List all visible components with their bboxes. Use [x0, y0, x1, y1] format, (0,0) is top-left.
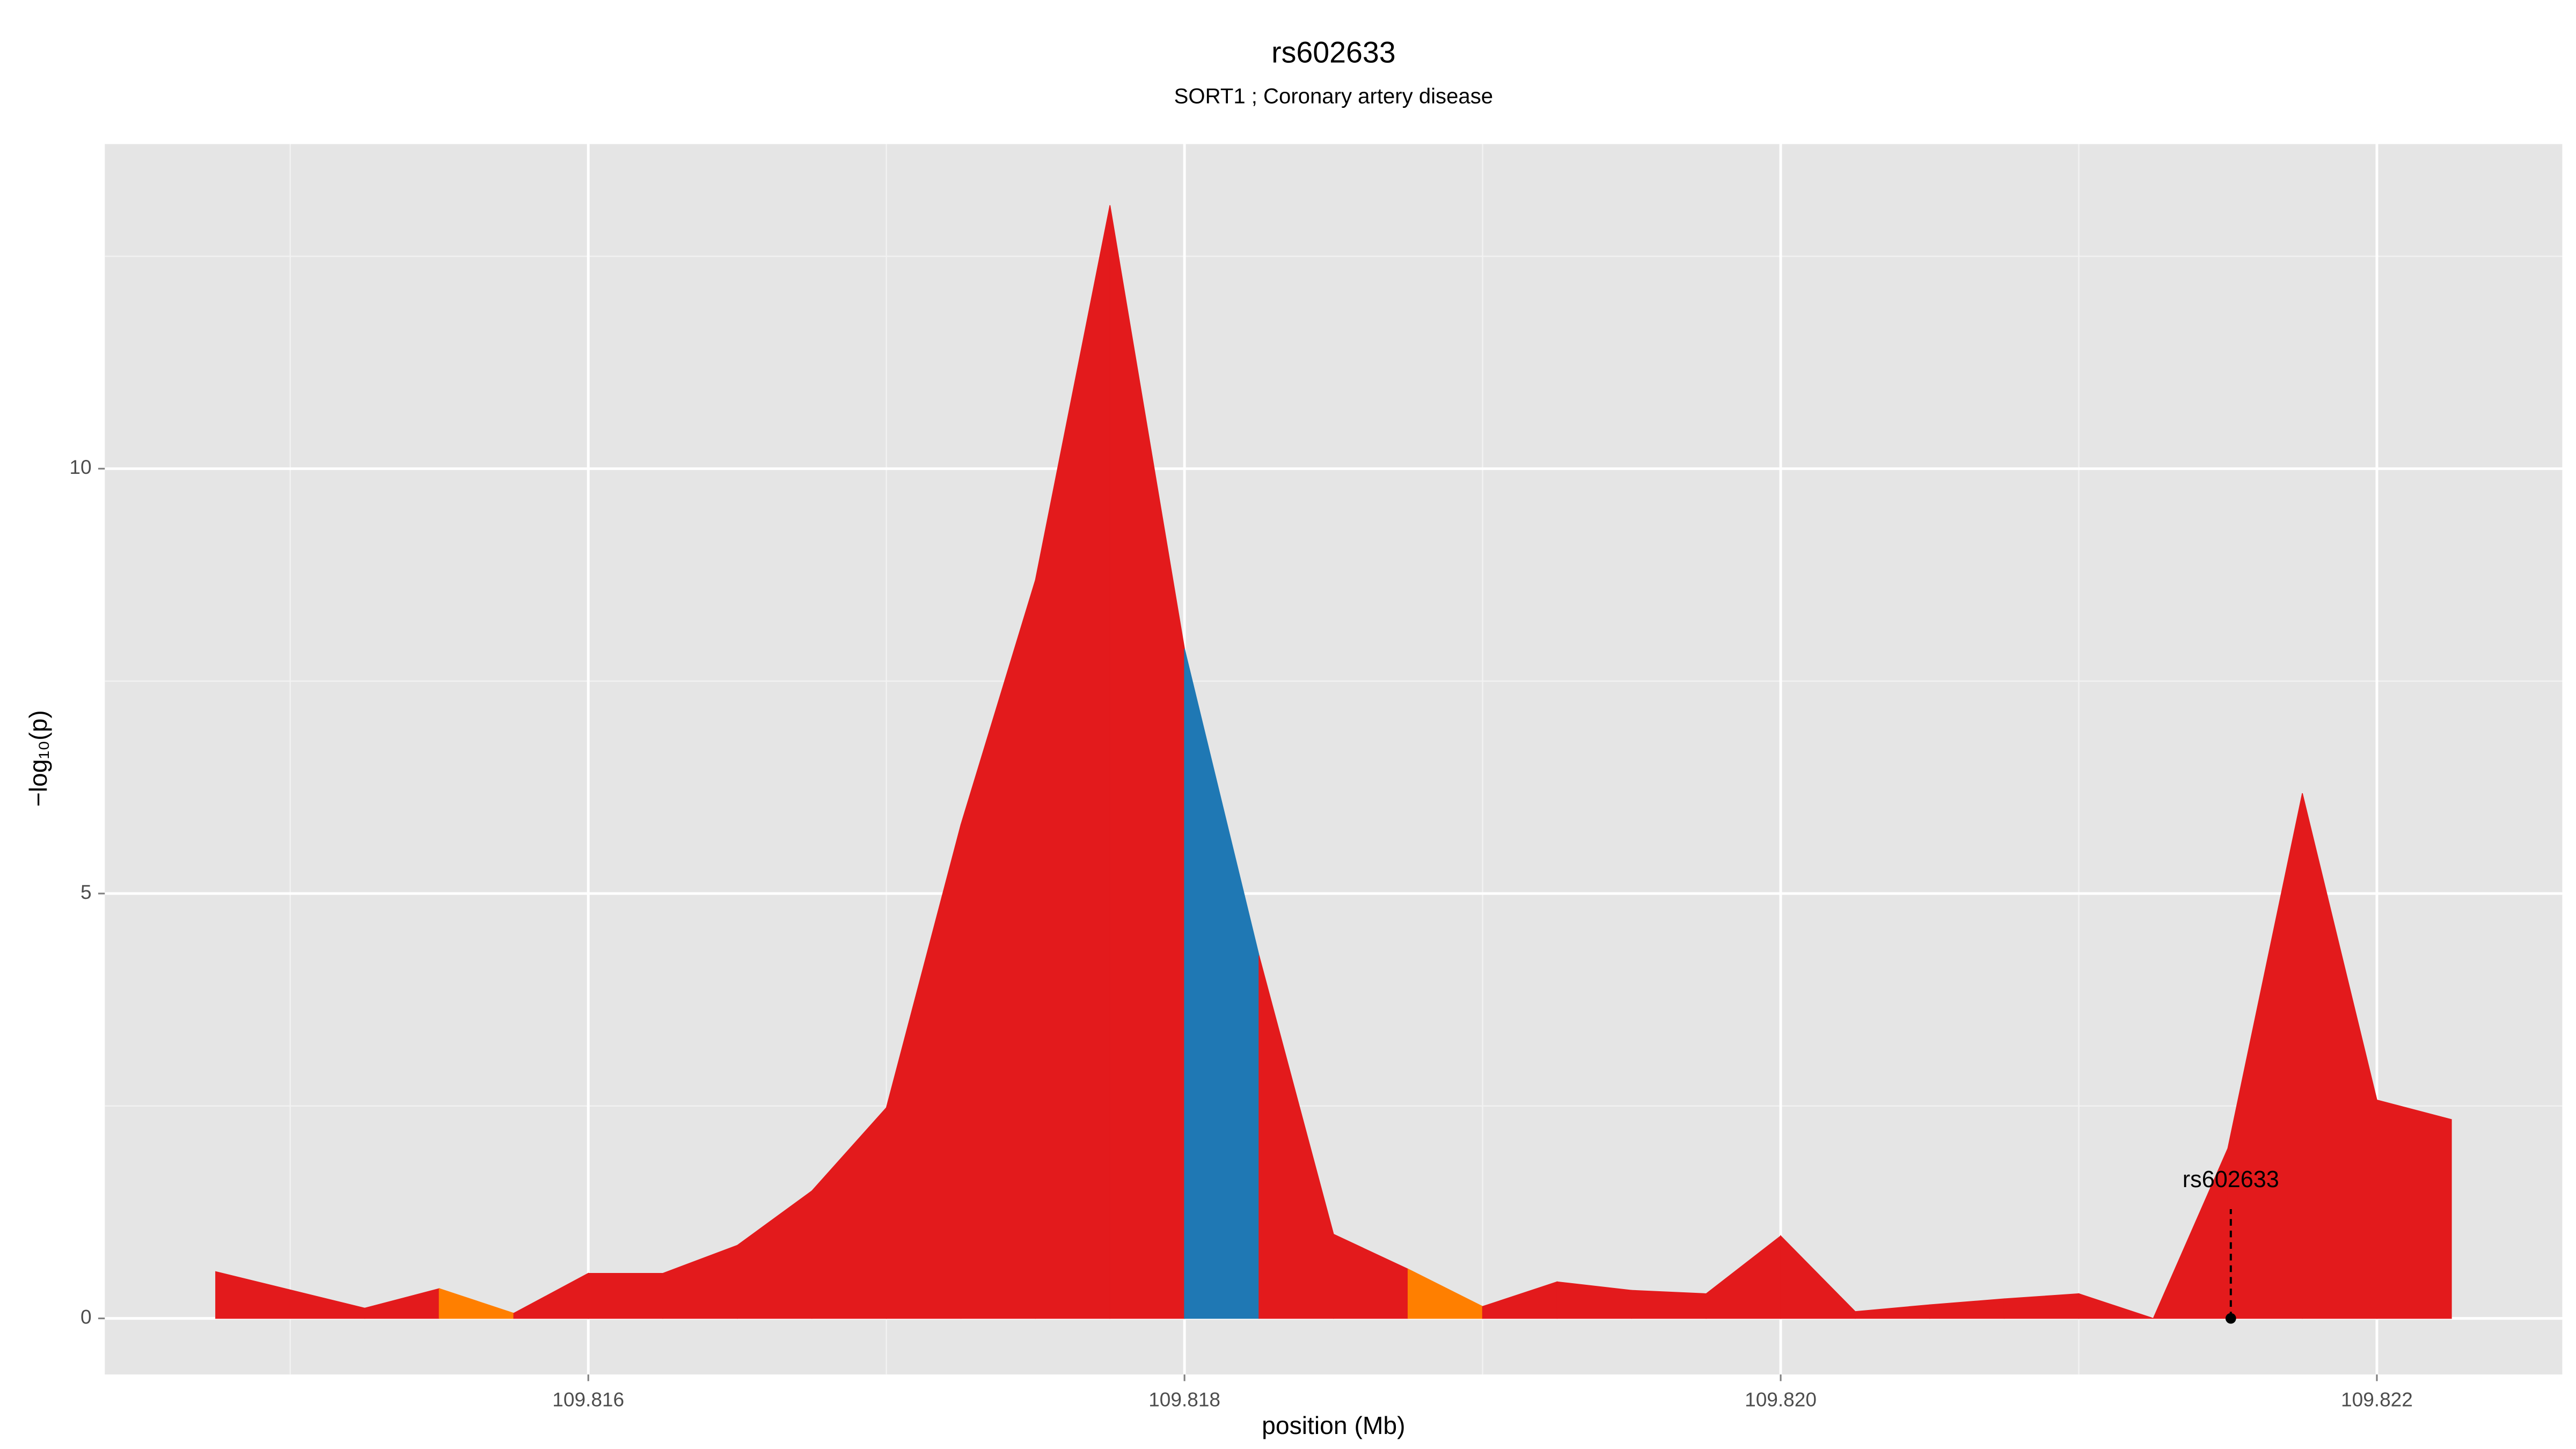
chart-subtitle: SORT1 ; Coronary artery disease	[1174, 85, 1493, 108]
y-tick-label: 5	[80, 881, 92, 903]
annotation-point	[2225, 1313, 2236, 1324]
area-segment	[2376, 1099, 2452, 1319]
area-segment	[1631, 1290, 1707, 1319]
x-tick-label: 109.816	[552, 1388, 624, 1410]
y-tick-label: 0	[80, 1305, 92, 1328]
x-axis-title: position (Mb)	[1262, 1411, 1405, 1439]
annotation-label: rs602633	[2183, 1167, 2279, 1192]
x-tick-label: 109.818	[1148, 1388, 1220, 1410]
x-tick-label: 109.820	[1745, 1388, 1817, 1410]
y-tick-label: 10	[69, 456, 91, 478]
area-segment	[2078, 1293, 2154, 1319]
x-tick-label: 109.822	[2341, 1388, 2413, 1410]
chart-title: rs602633	[1271, 36, 1396, 69]
area-segment	[588, 1272, 663, 1319]
plot-panel	[105, 144, 2563, 1375]
y-axis-title: −log₁₀(p)	[24, 710, 52, 807]
